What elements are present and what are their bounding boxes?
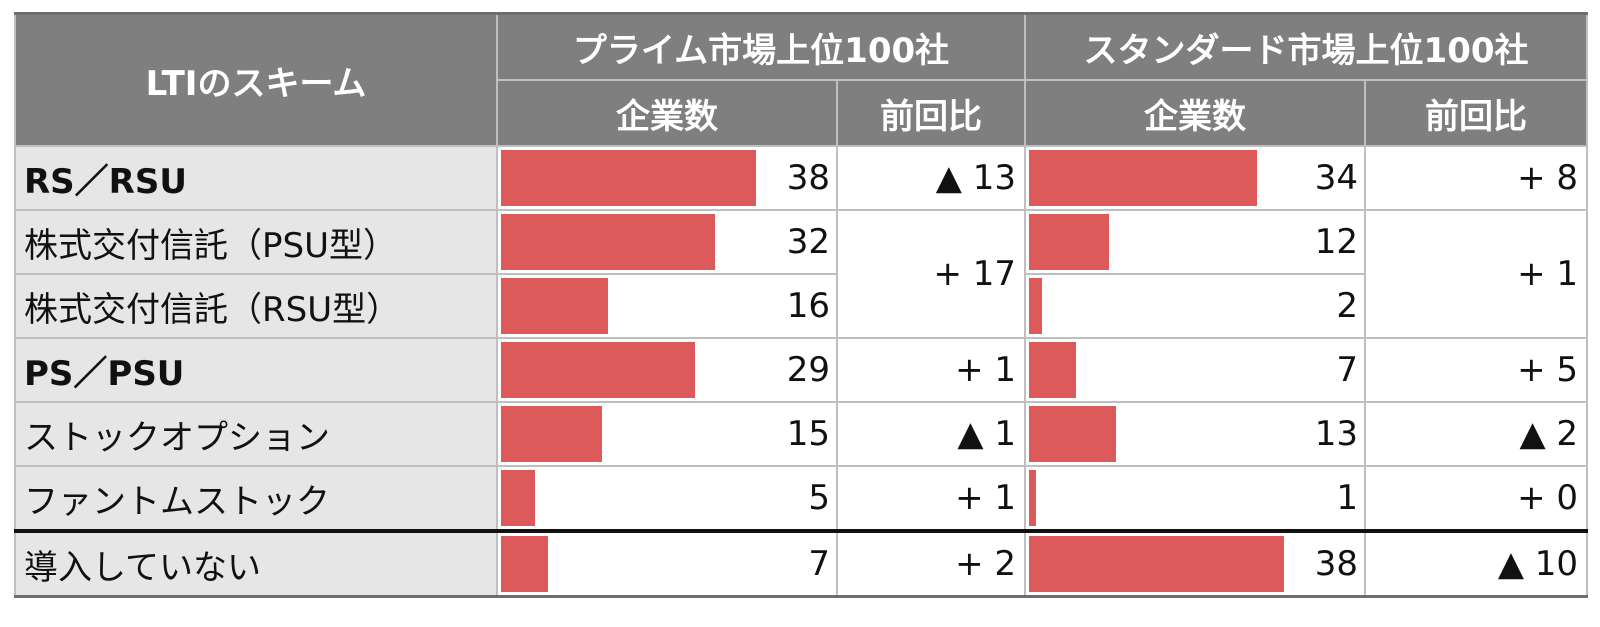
standard-count-value: 12 [1314, 222, 1359, 262]
prime-bar-cell: 38 [496, 145, 838, 211]
prime-bar-cell: 16 [496, 273, 838, 339]
prime-change-value: + 2 [835, 529, 1027, 598]
standard-bar-cell: 12 [1024, 209, 1367, 275]
standard-bar-cell: 2 [1024, 273, 1367, 339]
standard-bar [1029, 342, 1077, 398]
prime-bar [501, 150, 756, 206]
lti-scheme-table-wrapper: LTIのスキーム プライム市場上位100社 スタンダード市場上位100社 企業数… [14, 12, 1589, 615]
prime-market-header: プライム市場上位100社 [495, 12, 1027, 81]
table-row: ストックオプション 15 ▲ 1 13 ▲ 2 [14, 401, 1589, 467]
row-label: PS／PSU [14, 337, 498, 403]
table-row: 株式交付信託（PSU型） 32 + 17 12 + 1 [14, 209, 1589, 339]
standard-count-header: 企業数 [1024, 79, 1367, 147]
standard-change-value: + 0 [1364, 465, 1589, 532]
prime-change-value: + 1 [835, 465, 1027, 532]
standard-count-value: 38 [1314, 544, 1359, 584]
prime-change-value: ▲ 13 [835, 145, 1027, 211]
prime-change-value: + 17 [835, 209, 1027, 339]
standard-bar-cell: 1 [1024, 465, 1367, 532]
prime-bar [501, 342, 695, 398]
row-label: RS／RSU [14, 145, 498, 211]
table-row: RS／RSU 38 ▲ 13 34 + 8 [14, 145, 1589, 211]
standard-bar [1029, 406, 1117, 462]
prime-count-value: 15 [786, 414, 830, 454]
standard-change-value: ▲ 2 [1364, 401, 1589, 467]
prime-bar-cell: 15 [496, 401, 838, 467]
prime-bar [501, 536, 548, 592]
prime-count-value: 32 [786, 222, 830, 262]
prime-count-header: 企業数 [496, 79, 838, 147]
prime-change-value: + 1 [835, 337, 1027, 403]
row-label: 導入していない [14, 529, 498, 598]
table-row: 株式交付信託（RSU型） 16 2 [14, 273, 1587, 339]
standard-bar-cell: 34 [1024, 145, 1367, 211]
row-label: 株式交付信託（PSU型） [14, 209, 498, 275]
table-row: ファントムストック 5 + 1 1 + 0 [14, 465, 1589, 532]
scheme-header: LTIのスキーム [14, 12, 498, 147]
standard-change-value: ▲ 10 [1364, 529, 1589, 598]
standard-bar [1029, 278, 1043, 334]
prime-count-value: 16 [786, 286, 830, 326]
standard-count-value: 1 [1336, 478, 1359, 518]
prime-bar [501, 278, 608, 334]
prime-bar [501, 214, 715, 270]
row-label: ファントムストック [14, 465, 498, 532]
standard-bar-cell: 38 [1024, 529, 1367, 598]
prime-bar-cell: 5 [496, 465, 838, 532]
row-label: ストックオプション [14, 401, 498, 467]
standard-change-header: 前回比 [1364, 79, 1589, 147]
standard-market-header: スタンダード市場上位100社 [1024, 12, 1589, 81]
prime-change-value: ▲ 1 [835, 401, 1027, 467]
standard-bar [1029, 214, 1110, 270]
prime-count-value: 38 [786, 158, 830, 198]
prime-bar-cell: 29 [496, 337, 838, 403]
standard-count-value: 34 [1314, 158, 1359, 198]
table-row: 導入していない 7 + 2 38 ▲ 10 [14, 529, 1589, 598]
standard-bar [1029, 536, 1285, 592]
prime-bar-cell: 7 [496, 529, 838, 598]
prime-bar-cell: 32 [496, 209, 838, 275]
prime-bar [501, 470, 535, 526]
row-label: 株式交付信託（RSU型） [14, 273, 498, 339]
standard-change-value: + 5 [1364, 337, 1589, 403]
standard-count-value: 13 [1314, 414, 1359, 454]
standard-bar-cell: 13 [1024, 401, 1367, 467]
prime-bar [501, 406, 602, 462]
prime-change-header: 前回比 [835, 79, 1027, 147]
standard-change-value: + 1 [1364, 209, 1589, 339]
prime-count-value: 29 [786, 350, 830, 390]
standard-change-value: + 8 [1364, 145, 1589, 211]
table-row: PS／PSU 29 + 1 7 + 5 [14, 337, 1589, 403]
prime-count-value: 5 [808, 478, 830, 518]
standard-bar [1029, 470, 1037, 526]
standard-bar-cell: 7 [1024, 337, 1367, 403]
standard-count-value: 2 [1336, 286, 1359, 326]
standard-bar [1029, 150, 1258, 206]
standard-count-value: 7 [1336, 350, 1359, 390]
prime-count-value: 7 [808, 544, 830, 584]
lti-scheme-table: LTIのスキーム プライム市場上位100社 スタンダード市場上位100社 企業数… [14, 12, 1589, 598]
